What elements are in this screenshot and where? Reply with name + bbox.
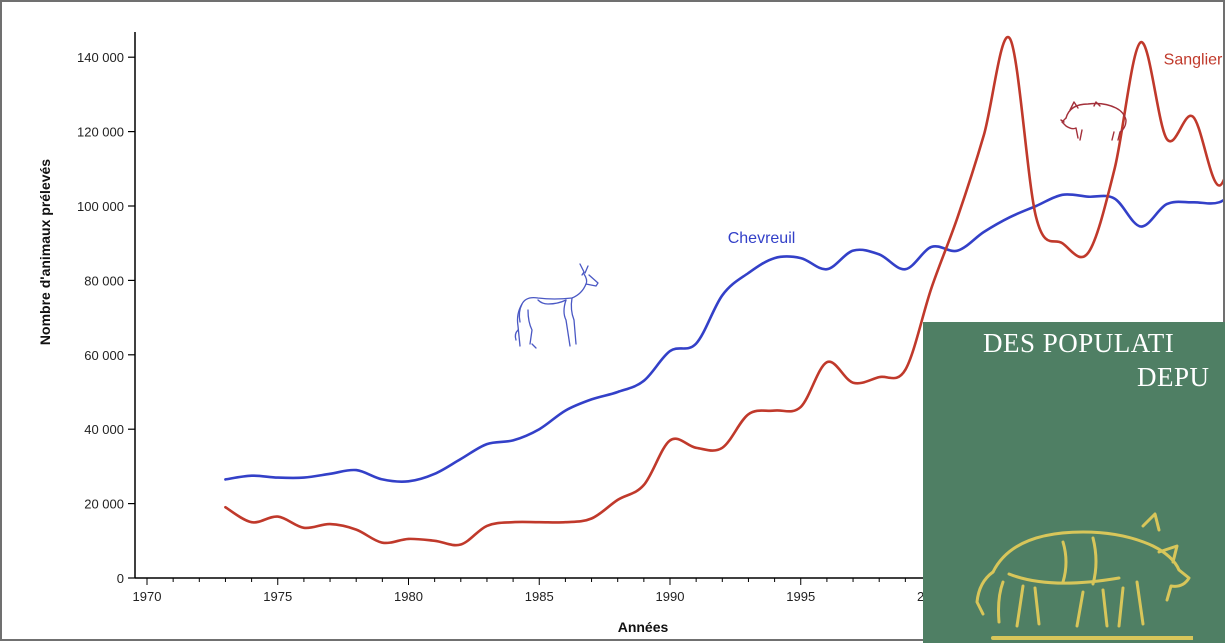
y-tick-label: 40 000: [84, 422, 124, 437]
series-labels: Chevreuil Sanglier: [728, 52, 1223, 248]
x-tick-label: 1970: [133, 589, 162, 604]
y-axis-title: Nombre d'animaux prélevés: [37, 159, 53, 345]
y-tick-label: 60 000: [84, 348, 124, 363]
y-tick-label: 20 000: [84, 497, 124, 512]
x-tick-label: 1985: [525, 589, 554, 604]
series-lines: [224, 35, 1223, 547]
y-tick-label: 100 000: [77, 199, 124, 214]
series-label-chevreuil: Chevreuil: [728, 230, 796, 247]
series-label-sanglier: Sanglier: [1164, 52, 1223, 69]
x-tick-label: 1975: [263, 589, 292, 604]
overlay-panel: DES POPULATI DEPU: [923, 322, 1225, 643]
y-tick-label: 0: [117, 571, 124, 586]
x-tick-label: 1980: [394, 589, 423, 604]
y-tick-label: 80 000: [84, 273, 124, 288]
y-tick-label: 120 000: [77, 125, 124, 140]
boar-sketch-icon: [1060, 101, 1127, 141]
x-axis-title: Années: [618, 619, 669, 635]
series-line-chevreuil: [224, 193, 1223, 483]
deer-sketch-icon: [514, 263, 599, 349]
x-tick-label: 1990: [656, 589, 685, 604]
series-line-sanglier: [224, 35, 1223, 547]
x-tick-label: 1995: [786, 589, 815, 604]
y-tick-label: 140 000: [77, 50, 124, 65]
panel-heading-line-2: DEPU: [1137, 362, 1210, 392]
boar-outline-icon: [975, 512, 1193, 640]
panel-heading-line-1: DES POPULATI: [983, 328, 1175, 358]
